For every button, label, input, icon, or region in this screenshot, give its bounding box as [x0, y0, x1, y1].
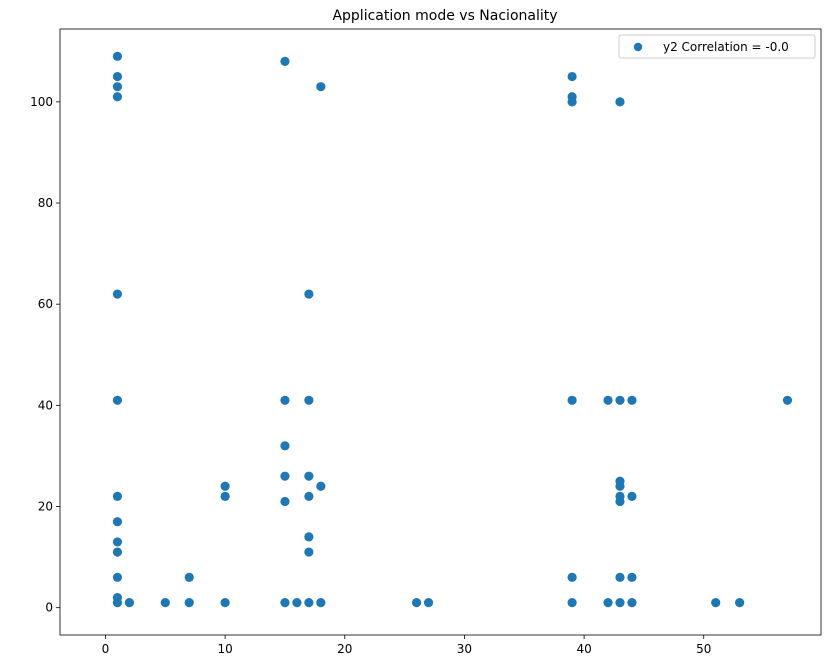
data-point	[304, 491, 314, 501]
data-point	[280, 496, 290, 507]
data-point	[615, 572, 625, 582]
y-tick-label: 0	[45, 601, 53, 615]
axis-ticks: 0 10 20 30 40 50 0 20 40 60 80 100	[30, 95, 711, 656]
data-point	[112, 547, 123, 557]
data-point	[615, 598, 625, 608]
data-point	[627, 572, 637, 582]
x-tick-label: 40	[576, 642, 591, 656]
data-point	[603, 395, 613, 405]
x-tick-label: 50	[696, 642, 711, 656]
data-point	[615, 395, 625, 405]
legend: y2 Correlation = -0.0	[618, 34, 816, 59]
data-point	[782, 395, 793, 405]
data-point	[304, 395, 314, 405]
chart-title: Application mode vs Nacionality	[332, 8, 557, 24]
data-point	[567, 395, 577, 405]
x-tick-label: 10	[217, 642, 232, 656]
data-point	[603, 598, 613, 608]
data-point	[627, 598, 637, 608]
y-tick-label: 40	[38, 398, 53, 412]
data-point	[112, 491, 123, 501]
data-point	[112, 395, 123, 405]
data-point	[112, 289, 123, 299]
data-point	[304, 547, 314, 557]
data-point	[304, 598, 314, 608]
data-point	[615, 481, 625, 491]
data-point	[411, 598, 422, 608]
data-point	[280, 395, 290, 405]
data-point	[304, 532, 314, 542]
data-point	[112, 92, 123, 102]
data-point	[160, 598, 170, 608]
data-point	[615, 97, 625, 107]
data-point	[304, 471, 314, 481]
data-point	[567, 97, 577, 107]
data-point	[112, 71, 123, 82]
x-tick-label: 0	[102, 642, 110, 656]
x-tick-label: 20	[337, 642, 352, 656]
data-point	[567, 598, 577, 608]
data-point	[292, 598, 302, 608]
data-point	[112, 517, 123, 527]
x-tick-label: 30	[457, 642, 472, 656]
data-point	[280, 471, 290, 481]
data-point	[280, 56, 290, 66]
legend-label: y2 Correlation = -0.0	[663, 40, 789, 54]
legend-box	[618, 34, 816, 59]
data-point	[220, 481, 230, 491]
plot-frame	[59, 28, 822, 636]
legend-marker	[633, 42, 643, 52]
data-point	[423, 598, 434, 608]
data-point	[112, 598, 123, 608]
data-point	[112, 572, 123, 582]
data-point	[735, 598, 745, 608]
data-point	[112, 51, 123, 61]
data-point	[220, 491, 230, 501]
data-points	[112, 51, 793, 608]
data-point	[316, 481, 326, 491]
data-point	[124, 598, 134, 608]
data-point	[615, 496, 625, 507]
data-point	[220, 598, 230, 608]
y-tick-label: 60	[38, 297, 53, 311]
data-point	[112, 537, 123, 547]
y-tick-label: 80	[38, 196, 53, 210]
data-point	[316, 82, 326, 92]
data-point	[304, 289, 314, 299]
data-point	[711, 598, 721, 608]
data-point	[567, 572, 577, 582]
data-point	[280, 441, 290, 451]
data-point	[627, 491, 637, 501]
data-point	[316, 598, 326, 608]
y-tick-label: 100	[30, 95, 53, 109]
data-point	[112, 82, 123, 92]
data-point	[567, 71, 577, 82]
data-point	[280, 598, 290, 608]
data-point	[627, 395, 637, 405]
data-point	[184, 572, 194, 582]
y-tick-label: 20	[38, 500, 53, 514]
data-point	[184, 598, 194, 608]
